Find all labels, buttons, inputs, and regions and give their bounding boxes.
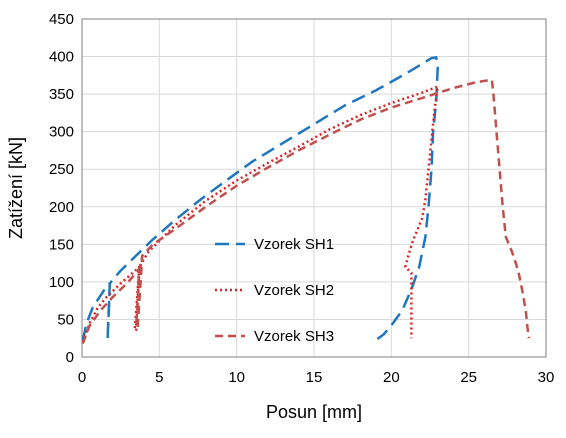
y-tick-label: 50 [57, 311, 74, 328]
legend-label-2: Vzorek SH2 [254, 282, 334, 299]
y-tick-labels: 0 50 100 150 200 250 300 350 400 450 [49, 11, 74, 366]
y-tick-label: 150 [49, 236, 74, 253]
y-tick-label: 100 [49, 274, 74, 291]
y-tick-label: 400 [49, 49, 74, 66]
x-tick-label: 10 [228, 369, 245, 386]
x-tick-label: 15 [306, 369, 323, 386]
x-axis-title: Posun [mm] [266, 402, 362, 422]
series-line-2 [81, 85, 439, 343]
y-tick-label: 350 [49, 86, 74, 103]
y-tick-label: 300 [49, 124, 74, 141]
x-tick-label: 30 [538, 369, 555, 386]
series-line-1 [81, 56, 439, 342]
x-tick-label: 20 [383, 369, 400, 386]
y-axis-title: Zatížení [kN] [6, 137, 26, 239]
x-tick-label: 5 [155, 369, 163, 386]
y-tick-label: 200 [49, 199, 74, 216]
x-tick-labels: 0 5 10 15 20 25 30 [78, 369, 555, 386]
y-tick-label: 250 [49, 161, 74, 178]
legend-label-1: Vzorek SH1 [254, 236, 334, 253]
plot-frame [81, 18, 547, 358]
y-tick-label: 0 [66, 349, 74, 366]
y-tick-label: 450 [49, 11, 74, 28]
x-tick-label: 0 [78, 369, 86, 386]
series-group [81, 56, 531, 344]
x-tick-label: 25 [460, 369, 477, 386]
legend: Vzorek SH1 Vzorek SH2 Vzorek SH3 [215, 236, 334, 345]
legend-label-3: Vzorek SH3 [254, 328, 334, 345]
series-line-3 [81, 78, 531, 344]
